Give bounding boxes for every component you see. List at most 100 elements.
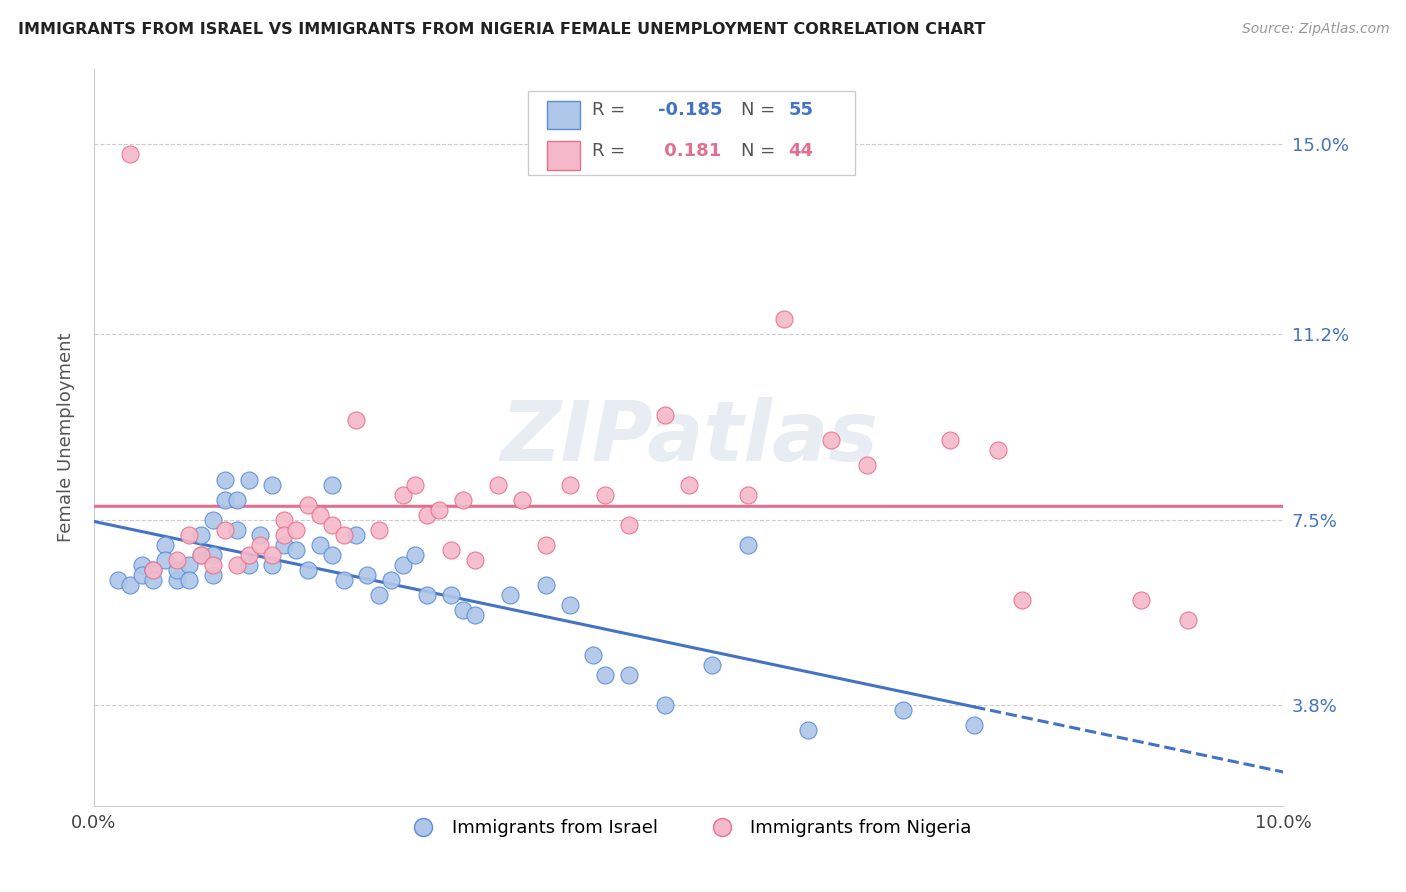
Point <box>321 517 343 532</box>
Point <box>1177 613 1199 627</box>
Point <box>238 548 260 562</box>
Text: 0.181: 0.181 <box>658 142 721 160</box>
Point <box>142 573 165 587</box>
Text: N =: N = <box>741 101 775 120</box>
Point <box>654 408 676 422</box>
Point <box>238 473 260 487</box>
Point <box>190 548 212 562</box>
Point <box>214 492 236 507</box>
Point <box>891 703 914 717</box>
Text: ZIPatlas: ZIPatlas <box>499 397 877 477</box>
Point <box>214 523 236 537</box>
Point <box>368 523 391 537</box>
Point <box>368 588 391 602</box>
Point <box>356 568 378 582</box>
Legend: Immigrants from Israel, Immigrants from Nigeria: Immigrants from Israel, Immigrants from … <box>398 812 979 845</box>
Point <box>820 433 842 447</box>
Point <box>534 578 557 592</box>
Point <box>131 558 153 572</box>
Point <box>856 458 879 472</box>
Text: R =: R = <box>592 101 626 120</box>
Point <box>249 538 271 552</box>
Point <box>737 488 759 502</box>
Point <box>225 558 247 572</box>
Point <box>238 558 260 572</box>
Point <box>416 588 439 602</box>
Point <box>118 146 141 161</box>
Point <box>177 558 200 572</box>
Point <box>332 528 354 542</box>
Point <box>440 543 463 558</box>
Point <box>440 588 463 602</box>
Point <box>166 563 188 577</box>
Point <box>451 492 474 507</box>
Y-axis label: Female Unemployment: Female Unemployment <box>58 333 75 541</box>
Point <box>309 538 332 552</box>
Point <box>499 588 522 602</box>
Point <box>262 548 284 562</box>
Point <box>582 648 605 663</box>
Point <box>404 548 426 562</box>
Point <box>118 578 141 592</box>
Point <box>486 477 509 491</box>
Point <box>142 563 165 577</box>
Point <box>177 573 200 587</box>
Point <box>321 477 343 491</box>
Point <box>155 553 177 567</box>
Point <box>380 573 402 587</box>
Point <box>225 523 247 537</box>
Point <box>617 517 640 532</box>
Point <box>987 442 1010 457</box>
Text: -0.185: -0.185 <box>658 101 723 120</box>
Point <box>558 598 581 612</box>
Point <box>214 473 236 487</box>
Point <box>344 412 367 426</box>
Point <box>464 608 486 623</box>
Point <box>249 528 271 542</box>
Point <box>201 513 224 527</box>
Point <box>796 723 818 738</box>
Point <box>297 563 319 577</box>
Point <box>404 477 426 491</box>
Point <box>702 658 724 673</box>
Point <box>262 477 284 491</box>
Point <box>201 548 224 562</box>
Point <box>1129 593 1152 607</box>
Point <box>285 543 308 558</box>
Point <box>464 553 486 567</box>
Point <box>107 573 129 587</box>
Point <box>510 492 533 507</box>
Point <box>155 538 177 552</box>
Point <box>332 573 354 587</box>
Point <box>939 433 962 447</box>
Text: 55: 55 <box>789 101 814 120</box>
Point <box>772 312 794 326</box>
FancyBboxPatch shape <box>529 91 855 176</box>
Point <box>392 558 415 572</box>
Text: Source: ZipAtlas.com: Source: ZipAtlas.com <box>1241 22 1389 37</box>
FancyBboxPatch shape <box>547 101 581 129</box>
Point <box>131 568 153 582</box>
Text: 44: 44 <box>789 142 814 160</box>
Point <box>225 492 247 507</box>
FancyBboxPatch shape <box>547 141 581 170</box>
Point <box>177 528 200 542</box>
Text: IMMIGRANTS FROM ISRAEL VS IMMIGRANTS FROM NIGERIA FEMALE UNEMPLOYMENT CORRELATIO: IMMIGRANTS FROM ISRAEL VS IMMIGRANTS FRO… <box>18 22 986 37</box>
Point <box>427 503 450 517</box>
Point <box>262 558 284 572</box>
Point <box>595 488 617 502</box>
Point <box>201 558 224 572</box>
Text: N =: N = <box>741 142 775 160</box>
Point <box>451 603 474 617</box>
Point <box>273 528 295 542</box>
Point <box>737 538 759 552</box>
Point <box>392 488 415 502</box>
Point <box>273 538 295 552</box>
Point <box>309 508 332 522</box>
Point <box>678 477 700 491</box>
Point <box>190 528 212 542</box>
Point <box>201 568 224 582</box>
Point <box>166 573 188 587</box>
Point <box>963 718 986 732</box>
Point <box>297 498 319 512</box>
